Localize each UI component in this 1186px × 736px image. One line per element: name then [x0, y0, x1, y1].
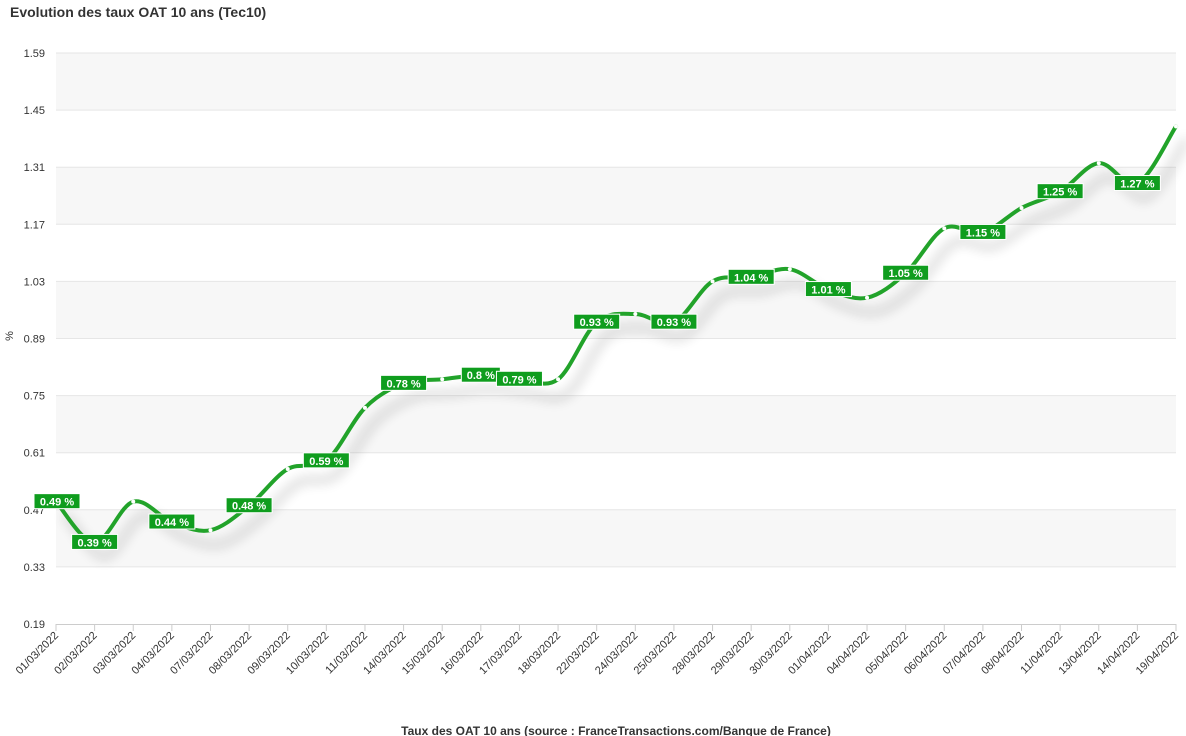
data-label: 0.59 %: [302, 452, 350, 469]
y-tick-label: 0.61: [24, 448, 45, 460]
data-label-text: 0.8 %: [467, 370, 495, 382]
data-label-box: [727, 268, 775, 285]
data-label-text: 1.01 %: [811, 285, 845, 297]
data-label-box: [380, 374, 428, 391]
data-label: 0.48 %: [225, 497, 273, 514]
data-label: 0.79 %: [495, 370, 543, 387]
y-tick-label: 0.33: [24, 562, 45, 574]
plot-band: [56, 53, 1176, 111]
y-tick-label: 1.45: [24, 105, 45, 117]
data-point[interactable]: [1019, 205, 1024, 210]
plot-band: [56, 167, 1176, 225]
data-label: 0.93 %: [650, 313, 698, 330]
data-point[interactable]: [865, 295, 870, 300]
data-label-box: [148, 513, 196, 530]
plot-band: [56, 509, 1176, 567]
data-label-box: [225, 497, 273, 514]
data-label-text: 0.44 %: [155, 517, 189, 529]
data-label-text: 1.04 %: [734, 272, 768, 284]
data-label-text: 0.49 %: [40, 497, 74, 509]
data-label-text: 0.39 %: [77, 537, 111, 549]
plot-bands: [56, 53, 1176, 567]
data-point[interactable]: [131, 499, 136, 504]
data-point[interactable]: [285, 467, 290, 472]
data-point[interactable]: [362, 405, 367, 410]
data-label-text: 0.93 %: [657, 317, 691, 329]
data-label: 0.93 %: [573, 313, 621, 330]
x-axis-label: Taux des OAT 10 ans (source : FranceTran…: [401, 724, 831, 736]
plot-band: [56, 395, 1176, 453]
chart-title: Evolution des taux OAT 10 ans (Tec10): [10, 4, 266, 20]
data-label-text: 0.79 %: [502, 374, 536, 386]
data-label-text: 0.93 %: [580, 317, 614, 329]
x-axis: 01/03/202202/03/202203/03/202204/03/2022…: [14, 624, 1181, 677]
data-label: 0.39 %: [71, 533, 119, 550]
y-axis-label: %: [4, 331, 16, 341]
data-label-text: 0.48 %: [232, 501, 266, 513]
data-label: 1.15 %: [959, 223, 1007, 240]
data-label-box: [33, 493, 81, 510]
data-label: 0.44 %: [148, 513, 196, 530]
y-tick-label: 0.75: [24, 391, 45, 403]
data-label-box: [71, 533, 119, 550]
data-label-text: 1.27 %: [1120, 179, 1154, 191]
data-label: 1.27 %: [1113, 175, 1161, 192]
data-point[interactable]: [208, 528, 213, 533]
data-point[interactable]: [787, 267, 792, 272]
data-label-box: [573, 313, 621, 330]
data-point[interactable]: [440, 377, 445, 382]
data-label-box: [959, 223, 1007, 240]
data-point[interactable]: [942, 226, 947, 231]
data-label-box: [1036, 183, 1084, 200]
data-label: 0.78 %: [380, 374, 428, 391]
data-point[interactable]: [1096, 161, 1101, 166]
data-label: 1.04 %: [727, 268, 775, 285]
data-label: 1.25 %: [1036, 183, 1084, 200]
data-label-box: [804, 281, 852, 298]
plot-band: [56, 281, 1176, 339]
data-label-text: 1.05 %: [889, 268, 923, 280]
data-label: 0.8 %: [460, 366, 501, 383]
data-label-text: 1.25 %: [1043, 187, 1077, 199]
data-label: 1.05 %: [882, 264, 930, 281]
data-label-text: 0.59 %: [309, 456, 343, 468]
data-label-box: [882, 264, 930, 281]
y-axis-ticks: 0.190.330.470.610.750.891.031.171.311.45…: [24, 48, 45, 631]
data-point[interactable]: [556, 377, 561, 382]
data-label-box: [495, 370, 543, 387]
data-label: 0.49 %: [33, 493, 81, 510]
data-label-box: [302, 452, 350, 469]
data-labels: 0.49 % 0.39 % 0.44 % 0.48 % 0.59 % 0.78 % 0.8 …: [33, 175, 1161, 550]
y-tick-label: 1.17: [24, 219, 45, 231]
data-label-text: 0.78 %: [386, 378, 420, 390]
y-tick-label: 1.03: [24, 276, 45, 288]
y-tick-label: 0.19: [24, 619, 45, 631]
y-tick-label: 0.89: [24, 334, 45, 346]
data-label-text: 1.15 %: [966, 227, 1000, 239]
data-label: 1.01 %: [804, 281, 852, 298]
data-point[interactable]: [633, 312, 638, 317]
data-label-box: [650, 313, 698, 330]
data-point[interactable]: [710, 279, 715, 284]
data-label-box: [1113, 175, 1161, 192]
y-tick-label: 1.31: [24, 162, 45, 174]
data-point[interactable]: [1174, 124, 1178, 129]
y-tick-label: 1.59: [24, 48, 45, 60]
